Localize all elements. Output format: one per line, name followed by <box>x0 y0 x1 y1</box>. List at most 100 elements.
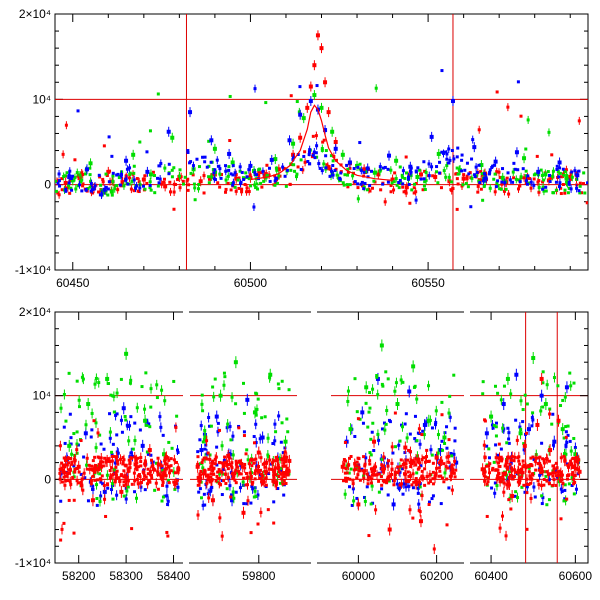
top-data-point <box>406 175 410 179</box>
top-data-point <box>73 176 77 180</box>
bottom-data-point <box>199 424 203 428</box>
bottom-data-point <box>155 461 159 465</box>
top-data-point <box>575 173 580 178</box>
bottom-data-point <box>73 470 77 474</box>
top-data-point <box>178 186 182 190</box>
bottom-data-point <box>482 471 486 475</box>
bottom-data-point <box>270 461 274 465</box>
top-data-point <box>435 170 439 174</box>
bottom-data-point <box>99 478 103 482</box>
bottom-data-point <box>156 463 160 467</box>
top-data-point <box>292 163 296 167</box>
bottom-data-point <box>164 474 168 478</box>
bottom-data-point <box>505 376 510 381</box>
top-data-point <box>416 166 420 170</box>
bottom-data-point <box>377 438 381 442</box>
bottom-y-tick-label: 0 <box>44 472 51 486</box>
top-data-point <box>558 185 562 189</box>
bottom-data-point <box>428 480 432 484</box>
bottom-data-point <box>223 455 227 459</box>
top-data-point <box>302 154 306 158</box>
top-data-point <box>98 193 102 197</box>
bottom-data-point <box>572 456 576 460</box>
bottom-data-point <box>484 464 488 468</box>
bottom-data-point <box>208 489 212 493</box>
bottom-data-point <box>541 457 545 461</box>
bottom-data-point <box>447 454 451 458</box>
bottom-data-point <box>564 385 569 390</box>
bottom-data-point <box>541 470 545 474</box>
bottom-data-point <box>484 475 488 479</box>
bottom-data-point <box>119 418 123 422</box>
top-data-point <box>216 181 220 185</box>
top-data-point <box>577 119 581 123</box>
bottom-data-point <box>406 470 410 474</box>
bottom-data-point <box>404 479 408 483</box>
top-data-point <box>370 186 374 190</box>
top-data-point <box>525 182 529 186</box>
bottom-data-point <box>160 388 164 392</box>
top-data-point <box>220 173 224 177</box>
bottom-data-point <box>415 471 419 475</box>
top-data-point <box>57 193 61 197</box>
top-data-point <box>565 174 569 178</box>
top-data-point <box>187 183 191 187</box>
bottom-data-point <box>431 461 435 465</box>
bottom-data-point <box>264 461 268 465</box>
bottom-data-point <box>371 387 375 391</box>
bottom-data-point <box>172 379 176 383</box>
top-data-point <box>145 150 149 154</box>
top-data-point <box>108 169 112 173</box>
top-data-point <box>227 168 231 172</box>
bottom-data-point <box>238 486 242 490</box>
bottom-data-point <box>503 464 507 468</box>
top-data-point <box>81 173 85 177</box>
bottom-data-point <box>518 431 523 436</box>
bottom-data-point <box>502 481 506 485</box>
bottom-data-point <box>440 476 444 480</box>
top-data-point <box>58 184 62 188</box>
bottom-data-point <box>72 498 76 502</box>
top-data-point <box>445 164 449 168</box>
bottom-data-point <box>108 476 112 480</box>
bottom-data-point <box>577 469 582 474</box>
bottom-data-point <box>244 471 248 475</box>
bottom-data-point <box>91 468 95 472</box>
bottom-data-point <box>562 499 566 503</box>
top-data-point <box>559 186 563 190</box>
top-data-point <box>214 170 218 174</box>
top-data-point <box>555 167 559 171</box>
top-data-point <box>498 187 502 191</box>
bottom-data-point <box>497 471 501 475</box>
bottom-data-point <box>412 480 416 484</box>
bottom-data-point <box>90 464 94 468</box>
top-data-point <box>231 181 235 185</box>
bottom-data-point <box>131 447 135 451</box>
bottom-data-point <box>90 428 94 432</box>
bottom-data-point <box>250 464 254 468</box>
bottom-data-point <box>342 458 346 462</box>
bottom-data-point <box>69 456 73 460</box>
bottom-data-point <box>485 514 489 518</box>
bottom-data-point <box>98 463 102 467</box>
bottom-data-point <box>564 444 568 448</box>
top-data-point <box>404 171 408 175</box>
top-data-point <box>274 176 278 180</box>
bottom-data-point <box>573 446 577 450</box>
bottom-data-point <box>556 473 560 477</box>
bottom-data-point <box>117 476 121 480</box>
bottom-data-point <box>490 468 494 472</box>
bottom-data-point <box>518 425 522 429</box>
top-data-point <box>143 174 147 178</box>
top-data-point <box>481 198 485 202</box>
bottom-data-point <box>229 452 233 456</box>
bottom-data-point <box>508 462 512 466</box>
top-data-point <box>132 171 136 175</box>
bottom-data-point <box>492 460 496 464</box>
bottom-data-point <box>448 465 452 469</box>
top-data-point <box>340 152 345 157</box>
bottom-data-point <box>440 400 444 404</box>
bottom-data-point <box>555 466 559 470</box>
bottom-data-point <box>380 457 384 461</box>
bottom-data-point <box>366 478 370 482</box>
